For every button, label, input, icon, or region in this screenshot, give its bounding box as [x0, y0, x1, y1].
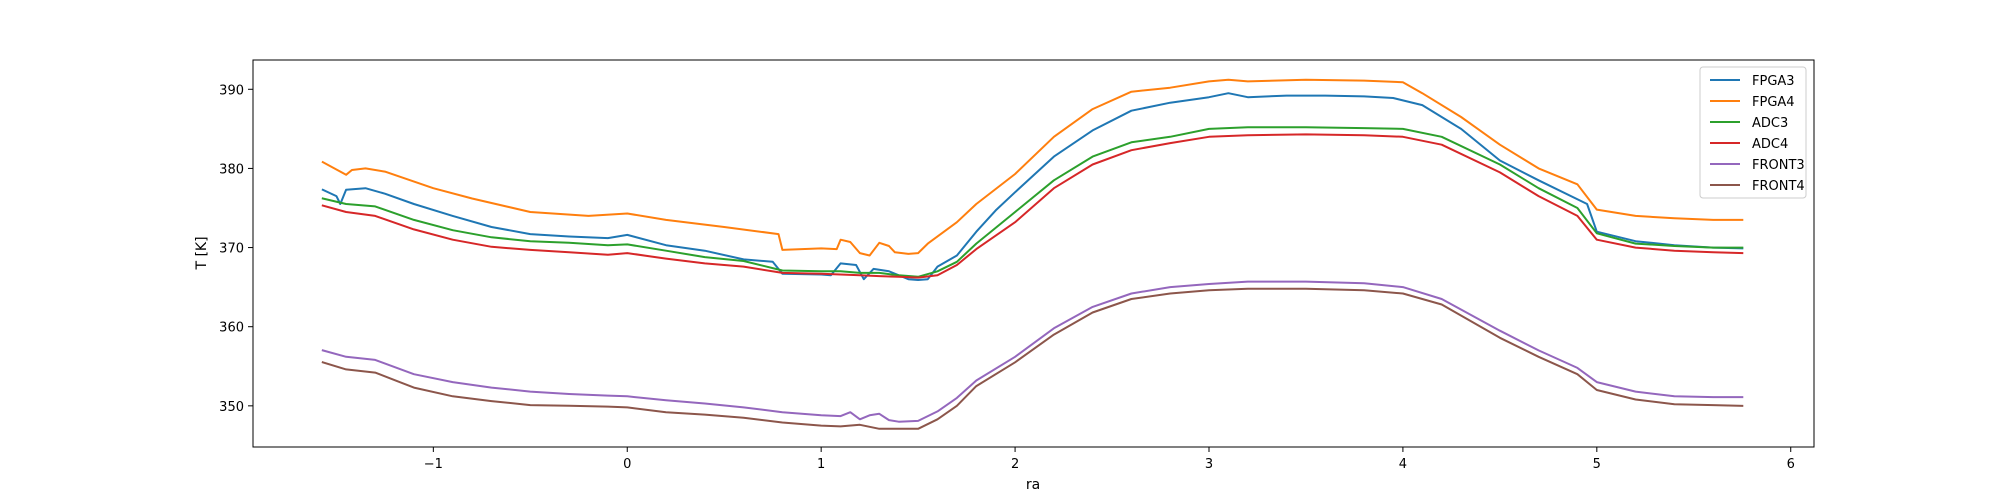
series-line-front4: [321, 287, 1744, 430]
legend: FPGA3 FPGA4 ADC3 ADC4 FRONT3 FRONT4: [1699, 66, 1807, 199]
y-tick-label: 370: [219, 242, 244, 257]
y-axis-ticks: 350 360 370 380 390: [219, 83, 253, 415]
legend-label-fpga3: FPGA3: [1752, 74, 1795, 89]
series-line-fpga4: [321, 78, 1744, 257]
x-tick-label: 1: [817, 457, 825, 472]
x-tick-label: 2: [1011, 457, 1019, 472]
series-line-adc4: [321, 133, 1744, 279]
legend-label-front4: FRONT4: [1752, 179, 1805, 194]
y-tick-label: 390: [219, 83, 244, 98]
series-line-front3: [321, 280, 1744, 423]
x-tick-label: 0: [623, 457, 631, 472]
x-tick-label: −1: [424, 457, 443, 472]
legend-frame: [1699, 66, 1807, 199]
y-axis-label: T [K]: [194, 236, 210, 270]
series-layer: [321, 78, 1744, 430]
series-line-fpga3: [321, 92, 1744, 281]
legend-label-fpga4: FPGA4: [1752, 95, 1795, 110]
x-tick-label: 3: [1205, 457, 1213, 472]
legend-label-adc4: ADC4: [1752, 137, 1788, 152]
series-line-adc3: [321, 126, 1744, 278]
y-tick-label: 350: [219, 400, 244, 415]
x-tick-label: 5: [1593, 457, 1601, 472]
x-tick-label: 6: [1787, 457, 1795, 472]
legend-label-front3: FRONT3: [1752, 158, 1805, 173]
x-axis-label: ra: [1026, 477, 1040, 493]
x-axis-ticks: −1 0 1 2 3 4 5 6: [424, 447, 1795, 472]
y-tick-label: 380: [219, 162, 244, 177]
plot-area: [253, 60, 1814, 447]
legend-label-adc3: ADC3: [1752, 116, 1788, 131]
plot-frame: [252, 59, 1815, 448]
x-tick-label: 4: [1399, 457, 1407, 472]
y-tick-label: 360: [219, 321, 244, 336]
